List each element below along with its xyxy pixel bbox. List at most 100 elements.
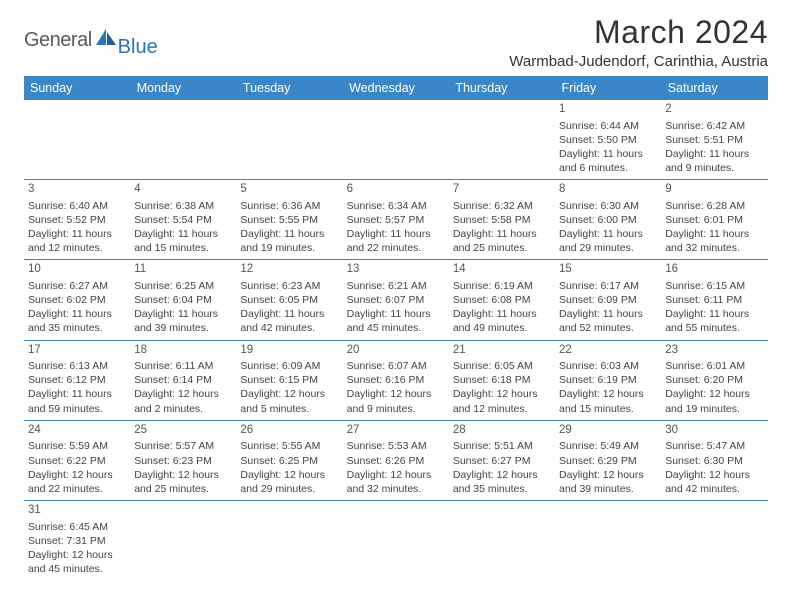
calendar-cell (343, 100, 449, 180)
cell-line-ss: Sunset: 6:29 PM (559, 454, 657, 468)
cell-line-sr: Sunrise: 6:13 AM (28, 359, 126, 373)
cell-line-d2: and 29 minutes. (559, 241, 657, 255)
cell-line-d2: and 2 minutes. (134, 402, 232, 416)
day-number: 18 (134, 343, 232, 359)
day-number: 11 (134, 262, 232, 278)
cell-line-ss: Sunset: 5:51 PM (665, 133, 763, 147)
day-number: 26 (240, 423, 338, 439)
day-number: 7 (453, 182, 551, 198)
cell-line-d2: and 59 minutes. (28, 402, 126, 416)
cell-line-d2: and 19 minutes. (665, 402, 763, 416)
cell-line-d2: and 9 minutes. (665, 161, 763, 175)
cell-line-ss: Sunset: 6:18 PM (453, 373, 551, 387)
calendar-cell: 8Sunrise: 6:30 AMSunset: 6:00 PMDaylight… (555, 180, 661, 260)
cell-line-ss: Sunset: 5:58 PM (453, 213, 551, 227)
calendar-row: 1Sunrise: 6:44 AMSunset: 5:50 PMDaylight… (24, 100, 768, 180)
cell-line-sr: Sunrise: 6:36 AM (240, 199, 338, 213)
cell-line-d1: Daylight: 11 hours (347, 307, 445, 321)
cell-line-d2: and 39 minutes. (559, 482, 657, 496)
cell-line-d1: Daylight: 11 hours (28, 227, 126, 241)
day-number: 1 (559, 102, 657, 118)
calendar-cell: 7Sunrise: 6:32 AMSunset: 5:58 PMDaylight… (449, 180, 555, 260)
cell-line-ss: Sunset: 5:55 PM (240, 213, 338, 227)
cell-line-d1: Daylight: 12 hours (134, 387, 232, 401)
cell-line-d1: Daylight: 12 hours (347, 468, 445, 482)
calendar-cell: 4Sunrise: 6:38 AMSunset: 5:54 PMDaylight… (130, 180, 236, 260)
cell-line-sr: Sunrise: 6:38 AM (134, 199, 232, 213)
calendar-cell: 21Sunrise: 6:05 AMSunset: 6:18 PMDayligh… (449, 340, 555, 420)
day-number: 4 (134, 182, 232, 198)
day-number: 17 (28, 343, 126, 359)
cell-line-d1: Daylight: 11 hours (240, 307, 338, 321)
calendar-cell (130, 501, 236, 581)
calendar-cell (130, 100, 236, 180)
cell-line-d2: and 15 minutes. (134, 241, 232, 255)
day-number: 12 (240, 262, 338, 278)
calendar-cell (236, 501, 342, 581)
cell-line-d2: and 25 minutes. (134, 482, 232, 496)
calendar-cell (555, 501, 661, 581)
cell-line-sr: Sunrise: 6:01 AM (665, 359, 763, 373)
calendar-cell: 31Sunrise: 6:45 AMSunset: 7:31 PMDayligh… (24, 501, 130, 581)
cell-line-ss: Sunset: 6:11 PM (665, 293, 763, 307)
cell-line-d1: Daylight: 11 hours (240, 227, 338, 241)
cell-line-sr: Sunrise: 6:45 AM (28, 520, 126, 534)
cell-line-ss: Sunset: 6:08 PM (453, 293, 551, 307)
cell-line-sr: Sunrise: 6:19 AM (453, 279, 551, 293)
calendar-cell: 12Sunrise: 6:23 AMSunset: 6:05 PMDayligh… (236, 260, 342, 340)
cell-line-d2: and 35 minutes. (28, 321, 126, 335)
cell-line-sr: Sunrise: 6:40 AM (28, 199, 126, 213)
cell-line-ss: Sunset: 6:19 PM (559, 373, 657, 387)
cell-line-sr: Sunrise: 6:23 AM (240, 279, 338, 293)
day-number: 20 (347, 343, 445, 359)
day-number: 6 (347, 182, 445, 198)
cell-line-d2: and 12 minutes. (453, 402, 551, 416)
cell-line-d2: and 32 minutes. (665, 241, 763, 255)
logo-blue: Blue (118, 36, 158, 59)
cell-line-ss: Sunset: 6:30 PM (665, 454, 763, 468)
cell-line-d2: and 22 minutes. (28, 482, 126, 496)
day-number: 10 (28, 262, 126, 278)
day-number: 8 (559, 182, 657, 198)
calendar-cell: 27Sunrise: 5:53 AMSunset: 6:26 PMDayligh… (343, 420, 449, 500)
day-number: 24 (28, 423, 126, 439)
calendar-row: 17Sunrise: 6:13 AMSunset: 6:12 PMDayligh… (24, 340, 768, 420)
cell-line-ss: Sunset: 7:31 PM (28, 534, 126, 548)
calendar-cell: 20Sunrise: 6:07 AMSunset: 6:16 PMDayligh… (343, 340, 449, 420)
cell-line-ss: Sunset: 6:16 PM (347, 373, 445, 387)
calendar-cell: 1Sunrise: 6:44 AMSunset: 5:50 PMDaylight… (555, 100, 661, 180)
weekday-head: Wednesday (343, 76, 449, 100)
cell-line-ss: Sunset: 5:52 PM (28, 213, 126, 227)
cell-line-d2: and 32 minutes. (347, 482, 445, 496)
page-title: March 2024 (509, 14, 768, 51)
header: General Blue March 2024 Warmbad-Judendor… (24, 14, 768, 70)
cell-line-d2: and 5 minutes. (240, 402, 338, 416)
calendar-row: 24Sunrise: 5:59 AMSunset: 6:22 PMDayligh… (24, 420, 768, 500)
calendar-cell (24, 100, 130, 180)
location-text: Warmbad-Judendorf, Carinthia, Austria (509, 53, 768, 70)
cell-line-sr: Sunrise: 5:47 AM (665, 439, 763, 453)
cell-line-sr: Sunrise: 5:57 AM (134, 439, 232, 453)
day-number: 27 (347, 423, 445, 439)
cell-line-ss: Sunset: 6:23 PM (134, 454, 232, 468)
calendar-cell: 13Sunrise: 6:21 AMSunset: 6:07 PMDayligh… (343, 260, 449, 340)
calendar-cell (661, 501, 767, 581)
cell-line-d1: Daylight: 11 hours (347, 227, 445, 241)
cell-line-sr: Sunrise: 6:05 AM (453, 359, 551, 373)
weekday-head: Tuesday (236, 76, 342, 100)
cell-line-sr: Sunrise: 6:09 AM (240, 359, 338, 373)
day-number: 9 (665, 182, 763, 198)
cell-line-ss: Sunset: 6:26 PM (347, 454, 445, 468)
calendar-cell: 30Sunrise: 5:47 AMSunset: 6:30 PMDayligh… (661, 420, 767, 500)
cell-line-d1: Daylight: 12 hours (559, 468, 657, 482)
weekday-head: Monday (130, 76, 236, 100)
day-number: 25 (134, 423, 232, 439)
cell-line-sr: Sunrise: 5:51 AM (453, 439, 551, 453)
calendar-table: Sunday Monday Tuesday Wednesday Thursday… (24, 76, 768, 580)
cell-line-ss: Sunset: 5:50 PM (559, 133, 657, 147)
title-block: March 2024 Warmbad-Judendorf, Carinthia,… (509, 14, 768, 70)
cell-line-ss: Sunset: 5:57 PM (347, 213, 445, 227)
cell-line-sr: Sunrise: 5:59 AM (28, 439, 126, 453)
day-number: 16 (665, 262, 763, 278)
cell-line-d2: and 9 minutes. (347, 402, 445, 416)
